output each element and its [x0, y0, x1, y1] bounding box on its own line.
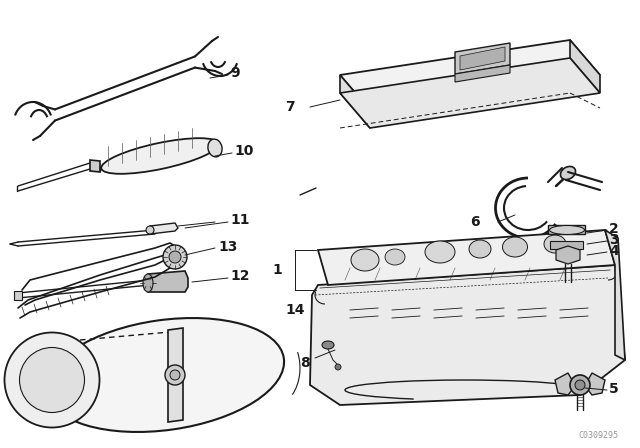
Ellipse shape [351, 249, 379, 271]
Text: 11: 11 [230, 213, 250, 227]
Circle shape [165, 365, 185, 385]
Polygon shape [555, 373, 572, 395]
Polygon shape [605, 230, 625, 360]
Ellipse shape [322, 341, 334, 349]
Ellipse shape [425, 241, 455, 263]
Text: 10: 10 [234, 144, 253, 158]
Text: 9: 9 [230, 66, 239, 80]
Polygon shape [340, 75, 370, 128]
Polygon shape [150, 223, 178, 234]
Polygon shape [148, 271, 188, 292]
Circle shape [163, 245, 187, 269]
Polygon shape [460, 47, 505, 70]
Text: 12: 12 [230, 269, 250, 283]
Ellipse shape [502, 237, 527, 257]
Text: 4: 4 [609, 244, 619, 258]
Polygon shape [556, 246, 580, 264]
Polygon shape [318, 230, 615, 285]
Text: 5: 5 [609, 382, 619, 396]
Text: 13: 13 [218, 240, 237, 254]
Text: 2: 2 [609, 222, 619, 236]
Polygon shape [455, 65, 510, 82]
Polygon shape [550, 241, 583, 249]
Text: 6: 6 [470, 215, 480, 229]
Ellipse shape [544, 235, 566, 253]
Ellipse shape [46, 318, 284, 432]
Polygon shape [340, 58, 600, 128]
Ellipse shape [19, 348, 84, 413]
Polygon shape [310, 265, 625, 405]
Ellipse shape [385, 249, 405, 265]
Circle shape [575, 380, 585, 390]
Polygon shape [340, 40, 600, 110]
Polygon shape [168, 328, 183, 422]
Text: 14: 14 [285, 303, 305, 317]
Ellipse shape [208, 139, 222, 157]
Circle shape [335, 364, 341, 370]
Polygon shape [548, 225, 585, 234]
Text: 3: 3 [609, 233, 619, 247]
Ellipse shape [146, 226, 154, 234]
Polygon shape [455, 43, 510, 74]
Text: 7: 7 [285, 100, 295, 114]
Polygon shape [588, 373, 605, 395]
Ellipse shape [469, 240, 491, 258]
Ellipse shape [143, 274, 153, 292]
Polygon shape [90, 160, 100, 172]
Polygon shape [570, 40, 600, 93]
Ellipse shape [550, 225, 584, 234]
Text: 1: 1 [272, 263, 282, 277]
Circle shape [570, 375, 590, 395]
Text: 8: 8 [300, 356, 310, 370]
Polygon shape [14, 291, 22, 300]
Ellipse shape [101, 138, 219, 174]
Text: C0309295: C0309295 [578, 431, 618, 439]
Ellipse shape [4, 332, 99, 427]
Circle shape [169, 251, 181, 263]
Circle shape [170, 370, 180, 380]
Ellipse shape [561, 167, 575, 180]
